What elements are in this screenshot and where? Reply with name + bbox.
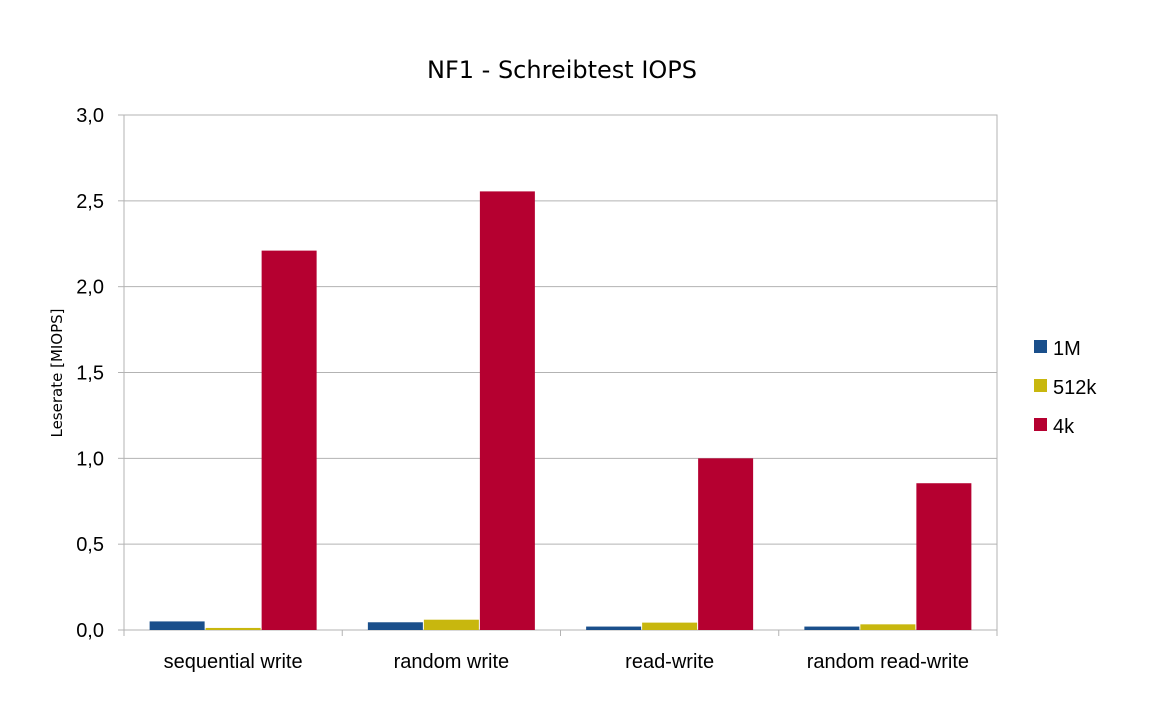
bar-1M-1 <box>367 622 423 630</box>
x-tick-label: sequential write <box>164 651 303 673</box>
bar-512k-1 <box>423 619 479 630</box>
y-axis-label: Leserate [MIOPS] <box>48 308 66 437</box>
chart-title: NF1 - Schreibtest IOPS <box>427 56 697 84</box>
x-tick-label: random write <box>394 651 510 673</box>
x-axis-ticks: sequential write random write read-write ra… <box>123 630 998 673</box>
y-tick-label: 1,5 <box>76 363 104 385</box>
bar-4k-2 <box>698 458 754 630</box>
legend-swatch-512k <box>1034 379 1047 392</box>
legend-label-512k: 512k <box>1053 377 1097 399</box>
gridlines <box>124 114 997 631</box>
bar-4k-3 <box>916 483 972 630</box>
x-tick-label: read-write <box>625 651 714 673</box>
bars <box>149 191 972 630</box>
y-tick-label: 0,0 <box>76 620 104 642</box>
y-tick-label: 2,0 <box>76 277 104 299</box>
bar-4k-0 <box>261 250 317 630</box>
bar-512k-2 <box>642 622 698 630</box>
legend-label-1M: 1M <box>1053 338 1081 360</box>
legend: 1M 512k 4k <box>1034 338 1097 438</box>
bar-1M-0 <box>149 621 205 630</box>
y-tick-label: 3,0 <box>76 105 104 127</box>
bar-4k-1 <box>479 191 535 630</box>
bar-1M-2 <box>586 626 642 630</box>
y-tick-label: 1,0 <box>76 448 104 470</box>
bar-512k-0 <box>205 627 261 630</box>
bar-512k-3 <box>860 624 916 630</box>
x-tick-label: random read-write <box>807 651 969 673</box>
legend-swatch-4k <box>1034 418 1047 431</box>
y-axis-ticks: 0,0 0,5 1,0 1,5 2,0 2,5 3,0 <box>76 105 124 642</box>
y-tick-label: 2,5 <box>76 191 104 213</box>
bar-1M-3 <box>804 626 860 630</box>
y-tick-label: 0,5 <box>76 534 104 556</box>
legend-swatch-1M <box>1034 340 1047 353</box>
legend-label-4k: 4k <box>1053 416 1075 438</box>
